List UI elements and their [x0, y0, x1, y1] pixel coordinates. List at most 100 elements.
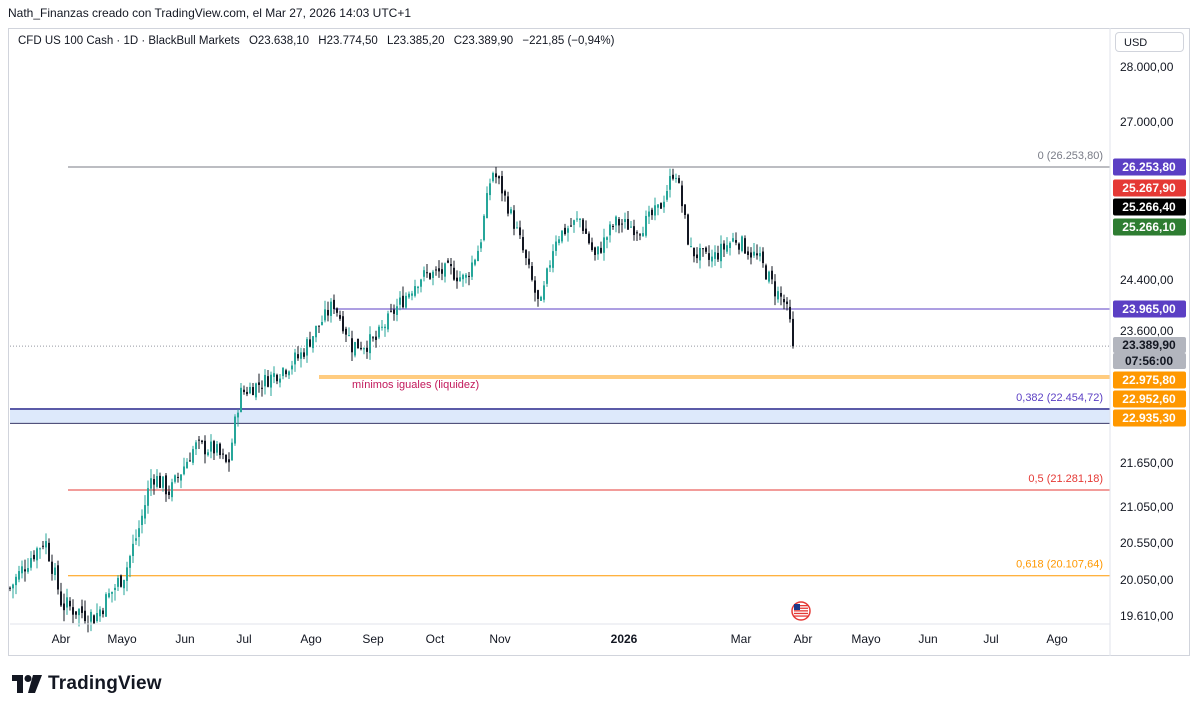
candle-body: [135, 538, 137, 541]
candle-body: [21, 566, 23, 574]
x-tick-label: Jun: [918, 632, 937, 646]
candle-body: [462, 274, 464, 280]
candle-body: [360, 347, 362, 350]
candle-body: [117, 577, 119, 587]
currency-selector[interactable]: USD: [1115, 32, 1184, 52]
symbol-name[interactable]: CFD US 100 Cash · 1D · BlackBull Markets: [18, 35, 240, 47]
candle-body: [390, 310, 392, 312]
candle-body: [534, 280, 536, 293]
candle-body: [351, 338, 353, 353]
candle-body: [243, 389, 245, 393]
x-tick-label: 2026: [611, 632, 638, 646]
candle-body: [240, 387, 242, 412]
legend-change: −221,85 (−0,94%): [522, 35, 615, 47]
candle-body: [18, 571, 20, 580]
candle-body: [753, 251, 755, 256]
x-tick-label: Jun: [175, 632, 194, 646]
y-tick-label: 21.650,00: [1120, 456, 1174, 470]
candle-body: [633, 226, 635, 236]
candle-body: [447, 260, 449, 263]
candle-body: [264, 374, 266, 387]
y-tick-label: 20.550,00: [1120, 536, 1174, 550]
candle-body: [618, 219, 620, 226]
fib-0-label: 0 (26.253,80): [1038, 150, 1103, 162]
candle-body: [96, 613, 98, 622]
candle-body: [621, 223, 623, 225]
candle-body: [216, 444, 218, 453]
candle-body: [603, 237, 605, 253]
fib-0618-label: 0,618 (20.107,64): [1016, 559, 1103, 571]
candle-body: [354, 342, 356, 356]
candle-body: [735, 240, 737, 243]
candle-body: [636, 232, 638, 234]
candle-body: [393, 309, 395, 314]
candle-body: [645, 215, 647, 236]
price-label-bg: [1113, 390, 1186, 408]
candle-body: [378, 326, 380, 338]
candle-body: [510, 209, 512, 214]
candle-body: [702, 248, 704, 250]
candle-body: [687, 214, 689, 245]
x-tick-label: Ago: [1046, 632, 1068, 646]
tradingview-logo-icon: [12, 675, 42, 693]
candle-body: [123, 579, 125, 589]
candle-body: [576, 218, 578, 220]
legend-low: L23.385,20: [386, 35, 445, 47]
candle-body: [669, 176, 671, 190]
candle-body: [483, 215, 485, 241]
candle-body: [81, 606, 83, 613]
candle-body: [663, 201, 665, 208]
candle-body: [33, 554, 35, 560]
candle-body: [189, 460, 191, 462]
candle-body: [372, 337, 374, 339]
legend-high: H23.774,50: [318, 35, 378, 47]
candle-body: [270, 374, 272, 388]
candle-body: [708, 253, 710, 260]
price-label: 26.253,80: [1122, 160, 1176, 174]
candle-body: [468, 275, 470, 277]
y-tick-label: 20.050,00: [1120, 573, 1174, 587]
candle-body: [363, 348, 365, 350]
candle-body: [168, 491, 170, 496]
candle-body: [384, 326, 386, 329]
candle-body: [45, 541, 47, 548]
candle-body: [423, 270, 425, 277]
candle-body: [261, 387, 263, 389]
candle-body: [549, 265, 551, 268]
candle-body: [411, 293, 413, 296]
candle-body: [192, 449, 194, 463]
fib-0382-label: 0,382 (22.454,72): [1016, 392, 1103, 404]
candle-body: [441, 269, 443, 274]
price-label-bg: [1113, 218, 1186, 236]
candle-body: [792, 318, 794, 347]
candle-body: [273, 373, 275, 377]
candle-body: [90, 611, 92, 622]
footer-brand[interactable]: TradingView: [12, 673, 162, 695]
candle-body: [72, 607, 74, 615]
y-tick-label: 19.610,00: [1120, 609, 1174, 623]
x-tick-label: Abr: [794, 632, 813, 646]
candle-body: [132, 543, 134, 557]
chart-frame: [8, 28, 1190, 656]
legend-open: O23.638,10: [248, 35, 310, 47]
us-flag-event-icon[interactable]: [791, 601, 811, 621]
candle-body: [438, 268, 440, 272]
candle-body: [42, 545, 44, 547]
x-tick-label: Mayo: [851, 632, 881, 646]
x-tick-label: Oct: [426, 632, 445, 646]
candle-body: [783, 299, 785, 303]
candle-body: [387, 313, 389, 330]
candle-body: [567, 228, 569, 233]
candle-body: [75, 611, 77, 615]
candle-body: [120, 575, 122, 587]
candle-body: [564, 227, 566, 235]
candle-body: [453, 267, 455, 280]
candle-body: [426, 272, 428, 274]
candle-body: [570, 225, 572, 227]
candle-body: [717, 252, 719, 260]
candle-body: [516, 227, 518, 229]
candle-body: [759, 253, 761, 257]
candle-body: [93, 615, 95, 624]
candle-body: [300, 352, 302, 359]
